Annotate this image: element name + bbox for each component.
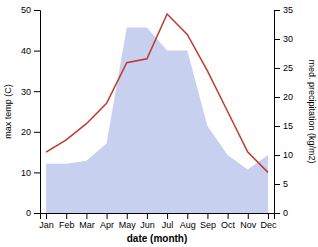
- tick: May: [119, 213, 137, 230]
- tick: Jan: [39, 213, 54, 230]
- tick-label: Oct: [221, 220, 236, 230]
- tick-label: Jan: [39, 220, 54, 230]
- tick-mark: [268, 213, 269, 219]
- marks: [46, 14, 268, 213]
- y2-axis-title: med. precipitation (kg/m2): [307, 59, 317, 163]
- tick-label: 35: [283, 5, 293, 15]
- tick: Jul: [162, 213, 174, 230]
- tick-label: Nov: [240, 220, 257, 230]
- tick-mark: [274, 184, 280, 185]
- tick-label: 0: [283, 208, 288, 218]
- tick: 30: [21, 87, 40, 97]
- tick-label: May: [119, 220, 137, 230]
- tick-label: Mar: [79, 220, 95, 230]
- tick-label: 5: [283, 179, 288, 189]
- tick-label: 15: [283, 121, 293, 131]
- tick: 10: [274, 150, 293, 160]
- y-axis-title: max temp (C): [3, 84, 13, 139]
- tick-mark: [107, 213, 108, 219]
- tick-label: 10: [21, 168, 31, 178]
- tick-label: 25: [283, 63, 293, 73]
- tick: Nov: [240, 213, 257, 230]
- y2-axis: 0 5 10 15 20 25 30 35: [274, 5, 293, 218]
- x-axis: Jan Feb Mar Apr MayJun Jul Aug Sep Oct NovDec: [39, 213, 277, 230]
- area: [46, 27, 268, 213]
- tick: Sep: [200, 213, 216, 230]
- axis-line: [41, 214, 275, 220]
- tick: 40: [21, 46, 40, 56]
- tick-mark: [187, 213, 188, 219]
- tick-mark: [274, 68, 280, 69]
- tick-label: Jul: [162, 220, 174, 230]
- y-axis: 0 10 20 30 40 50: [21, 5, 41, 218]
- tick-label: Sep: [200, 220, 216, 230]
- tick-mark: [86, 213, 87, 219]
- tick-mark: [274, 10, 280, 11]
- tick-mark: [274, 39, 280, 40]
- tick-label: Dec: [260, 220, 277, 230]
- tick-label: 30: [21, 87, 31, 97]
- tick: Apr: [100, 213, 114, 230]
- tick-mark: [34, 132, 40, 133]
- tick: Jun: [140, 213, 155, 230]
- x-axis-title: date (month): [127, 233, 188, 244]
- tick: 15: [274, 121, 293, 131]
- tick-mark: [228, 213, 229, 219]
- tick-mark: [34, 10, 40, 11]
- axis-line: [275, 11, 281, 214]
- tick: 10: [21, 168, 40, 178]
- tick-mark: [46, 213, 47, 219]
- tick-mark: [274, 213, 280, 214]
- tick-mark: [167, 213, 168, 219]
- tick: 20: [21, 127, 40, 137]
- tick: 35: [274, 5, 293, 15]
- tick: Feb: [59, 213, 75, 230]
- tick-mark: [274, 155, 280, 156]
- tick-label: 50: [21, 5, 31, 15]
- tick-label: Apr: [100, 220, 114, 230]
- tick: 50: [21, 5, 40, 15]
- tick-mark: [147, 213, 148, 219]
- tick-label: 0: [26, 208, 31, 218]
- tick-label: 20: [21, 127, 31, 137]
- tick: Dec: [260, 213, 277, 230]
- tick-mark: [207, 213, 208, 219]
- tick-mark: [127, 213, 128, 219]
- tick: Aug: [180, 213, 196, 230]
- tick: 0: [274, 208, 288, 218]
- tick-mark: [34, 172, 40, 173]
- tick-mark: [274, 97, 280, 98]
- tick-mark: [34, 51, 40, 52]
- tick: 25: [274, 63, 293, 73]
- tick: 5: [274, 179, 288, 189]
- tick-mark: [34, 91, 40, 92]
- tick: 30: [274, 34, 293, 44]
- tick-label: Feb: [59, 220, 75, 230]
- plot: Jan Feb Mar Apr MayJun Jul Aug Sep Oct NovDec 0 10 2…: [21, 5, 293, 230]
- line: [46, 14, 268, 172]
- tick-mark: [66, 213, 67, 219]
- tick-label: 30: [283, 34, 293, 44]
- chart: Jan Feb Mar Apr MayJun Jul Aug Sep Oct NovDec 0 10 2…: [0, 0, 318, 247]
- tick-mark: [248, 213, 249, 219]
- tick: 0: [26, 208, 40, 218]
- tick-label: 10: [283, 150, 293, 160]
- tick-mark: [34, 213, 40, 214]
- tick: Oct: [221, 213, 236, 230]
- tick-mark: [274, 126, 280, 127]
- tick-label: 20: [283, 92, 293, 102]
- tick: 20: [274, 92, 293, 102]
- tick-label: Aug: [180, 220, 196, 230]
- tick-label: Jun: [140, 220, 155, 230]
- axis-line: [34, 11, 41, 214]
- tick: Mar: [79, 213, 95, 230]
- tick-label: 40: [21, 46, 31, 56]
